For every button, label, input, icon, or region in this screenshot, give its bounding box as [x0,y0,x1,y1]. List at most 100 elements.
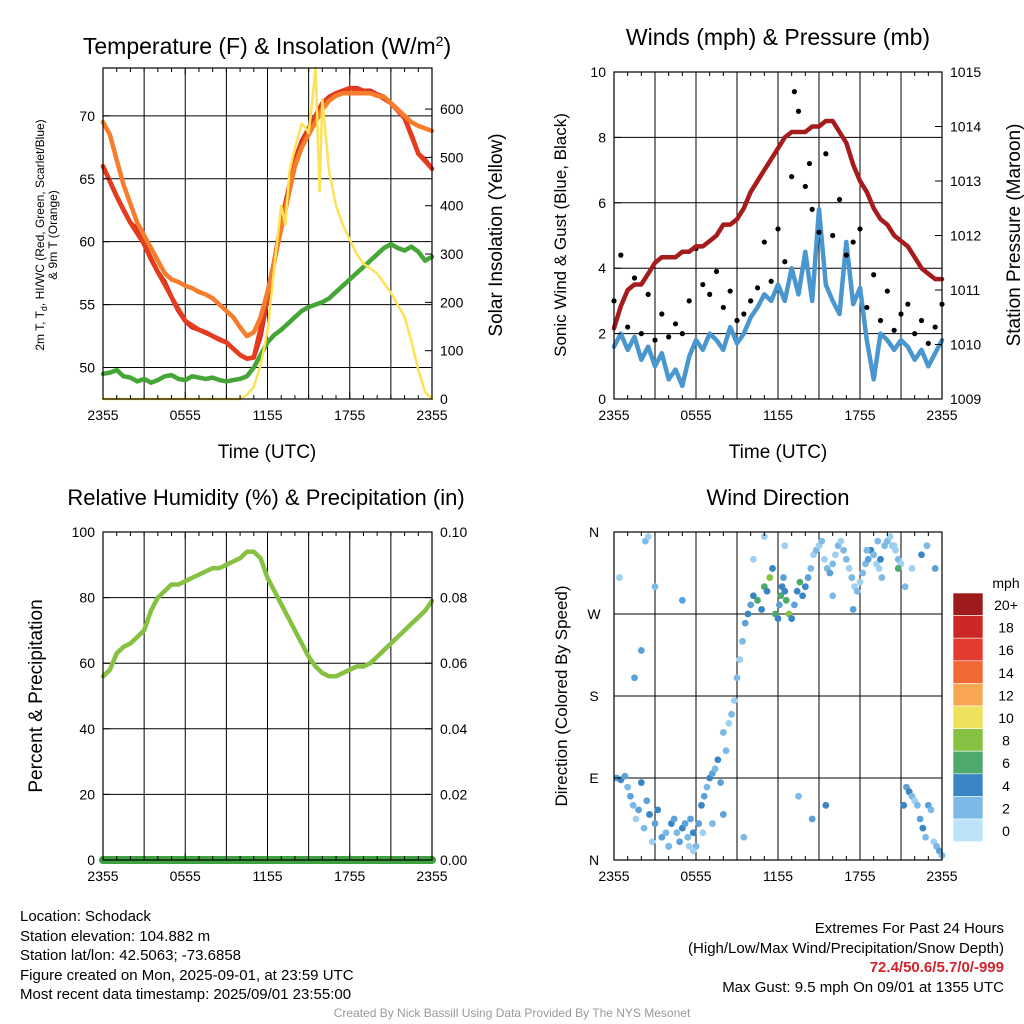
direction-point [919,824,927,832]
direction-point [791,601,798,609]
legend-label: 16 [998,642,1014,658]
direction-point [777,592,785,600]
series-relative-humidity [100,549,435,679]
direction-point [927,806,935,814]
winds-plot-area: 2355 0555 1155 1755 235502468101009101010111… [590,64,981,423]
direction-point [914,801,921,809]
x-tick-label: 2355 [926,868,957,884]
direction-point [695,820,703,827]
temperature-xlabel: Time (UTC) [218,442,317,463]
winds-ylabel: Sonic Wind & Gust (Blue, Black) [551,113,570,357]
recent-timestamp: Most recent data timestamp: 2025/09/01 2… [20,986,352,1003]
gust-point [734,317,740,324]
gust-point [672,321,679,327]
direction-point [766,574,774,581]
direction-point [719,729,727,736]
direction-point [795,792,802,800]
direction-point [796,578,804,586]
direction-point [709,820,716,827]
direction-point [788,615,796,622]
y-tick-label: E [589,770,598,786]
direction-point [687,815,694,823]
legend-label: 10 [998,710,1014,726]
gust-point [782,259,788,265]
series-yellow [101,66,434,401]
y2-tick-label: 0.02 [440,786,467,802]
direction-point [739,637,746,645]
direction-point [643,797,651,805]
gust-point [806,160,813,167]
direction-point [730,697,738,704]
gust-point [791,89,798,95]
legend-label: 12 [998,687,1014,703]
direction-point [875,565,883,572]
gust-point [823,151,829,157]
direction-point [689,847,697,855]
series-blue [611,207,945,389]
y2-tick-label: 1010 [950,337,981,353]
y2-tick-label: 1013 [950,173,981,189]
gust-point [836,196,843,203]
direction-point [901,583,909,591]
gust-point [727,288,733,294]
direction-point [804,574,812,581]
y-tick-label: N [589,852,599,868]
direction-point [829,560,837,568]
direction-point [632,815,640,823]
direction-point [651,583,659,591]
x-tick-label: 0555 [680,868,711,884]
direction-point [769,565,776,572]
y-tick-label: 65 [79,171,95,187]
y-tick-label: 60 [79,234,95,250]
direction-point [648,838,656,846]
gust-point [775,226,781,232]
gust-point [707,291,713,297]
y-tick-label: N [589,524,599,540]
direction-point [684,833,692,841]
direction-point [821,555,828,563]
winds-xlabel: Time (UTC) [729,442,828,463]
y-tick-label: 8 [598,129,606,145]
legend-label: 14 [998,665,1014,681]
station-latlon: Station lat/lon: 42.5063; -73.6858 [20,947,242,964]
station-location: Location: Schodack [20,908,151,925]
direction-point [703,783,711,791]
direction-point [760,533,768,540]
speed-legend: mph 20+ 18 16 14 12 10 8 6 4 2 0 [952,575,1020,842]
direction-point [799,592,806,600]
x-tick-label: 1755 [334,407,365,423]
direction-point [665,842,673,850]
direction-point [829,592,837,600]
direction-point [644,533,652,540]
temperature-ylabel-line2: & 9m T (Orange) [46,190,60,280]
direction-point [916,815,924,823]
temperature-title: Temperature (F) & Insolation (W/m2) [83,33,451,59]
direction-point [640,824,648,832]
direction-point [750,592,757,600]
gust-point [686,298,692,304]
direction-point [685,842,693,850]
direction-point [689,829,697,837]
direction-point [859,569,867,577]
x-tick-label: 2355 [87,868,118,884]
extremes-values: 72.4/50.6/5.7/0/-999 [869,959,1004,976]
gust-point [877,317,884,324]
direction-point [863,546,871,554]
direction-point [711,765,719,773]
y-tick-label: 0 [87,852,95,868]
direction-point [808,815,816,823]
gust-point [631,275,638,281]
direction-point [848,574,856,581]
legend-swatch [952,615,984,639]
legend-swatch [952,683,984,707]
direction-point [878,574,886,581]
direction-point [624,783,632,791]
temperature-y2label: Solar Insolation (Yellow) [486,133,507,336]
direction-point [826,569,834,577]
direction-point [747,601,755,609]
gust-point [679,331,685,337]
direction-point [740,833,748,841]
direction-point [781,587,789,595]
direction-point [651,820,659,827]
